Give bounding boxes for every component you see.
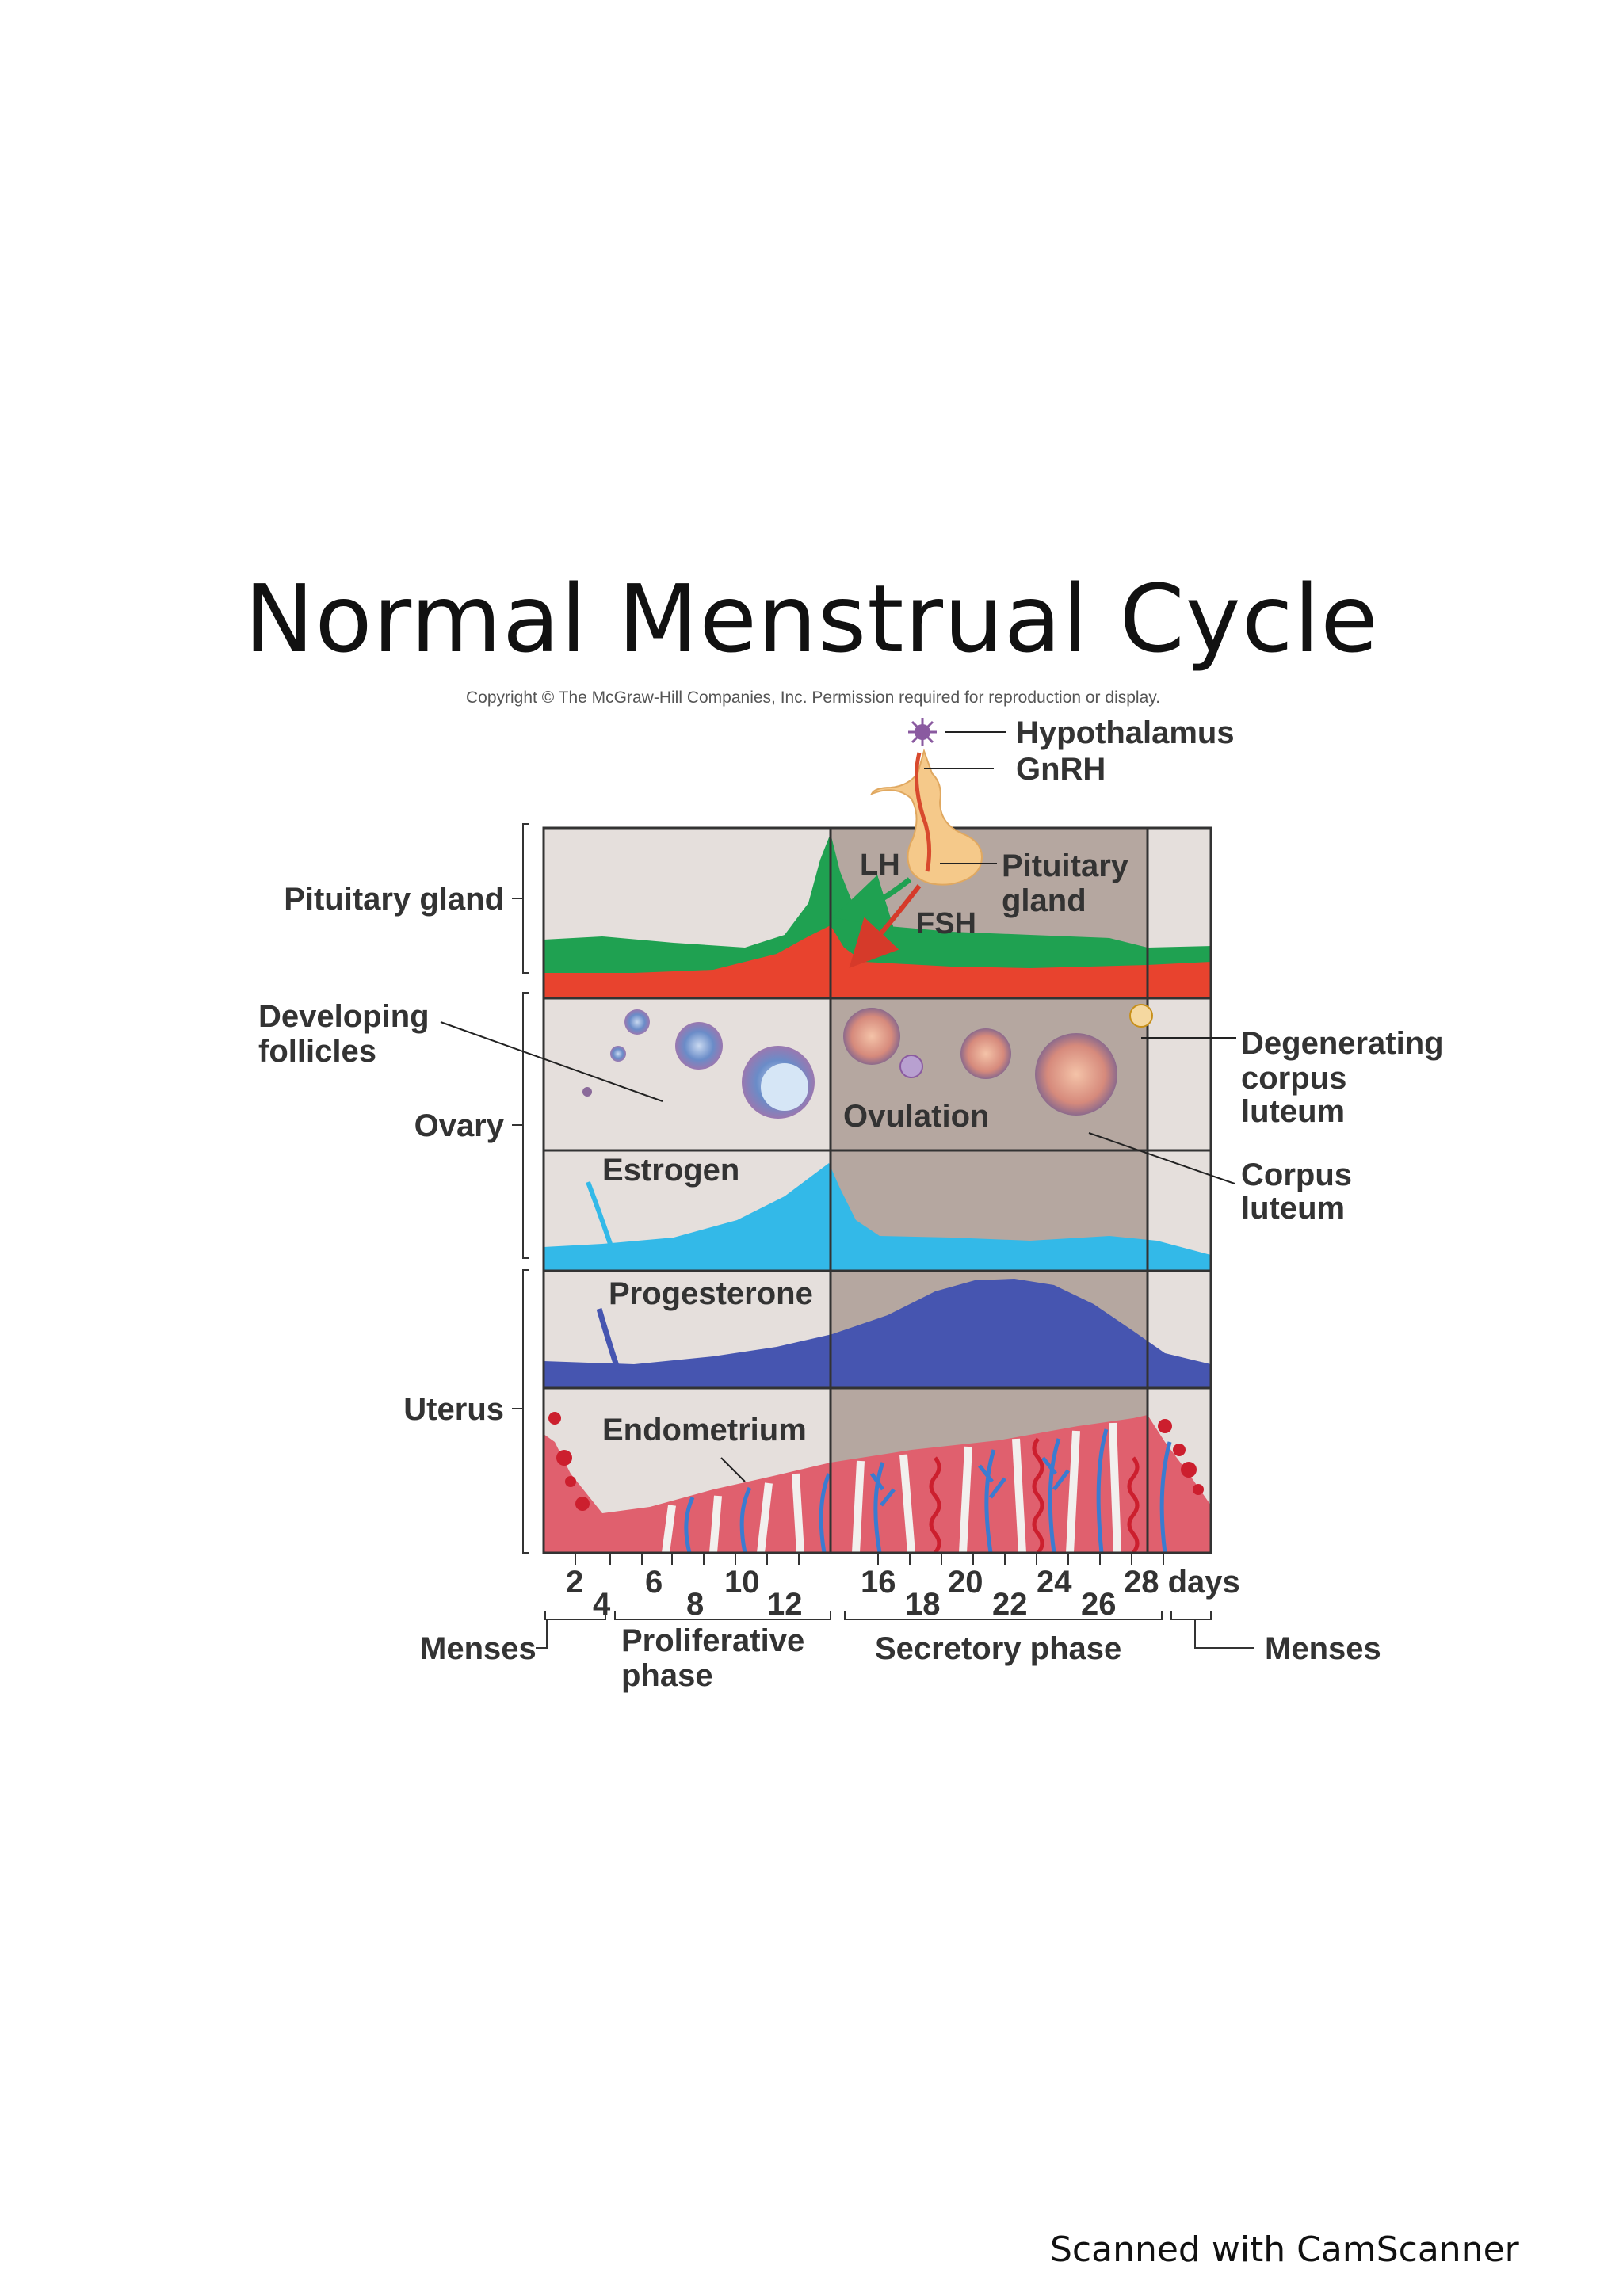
tick-label-24: 24 [1037,1565,1072,1600]
endometrium-layer [544,1412,1211,1553]
copyright-notice: Copyright © The McGraw-Hill Companies, I… [466,688,1161,707]
corpus-luteum-icon [843,1008,1117,1116]
lh-label: LH [860,849,900,882]
fsh-curve [544,925,1211,998]
estrogen-curve [544,1163,1211,1271]
estrogen-arrow [586,1180,613,1245]
hormone-arrows [832,875,922,968]
panel-borders [542,826,1212,1554]
degenerating-corpus-luteum-line2: corpus [1241,1061,1346,1096]
left-brackets [512,823,529,1554]
hypothalamus-label: Hypothalamus [1016,715,1235,750]
scanner-footer: Scanned with CamScanner [1050,2229,1519,2270]
pituitary-gland-row-label: Pituitary gland [284,882,504,917]
tick-label-12: 12 [767,1587,803,1622]
degenerating-corpus-luteum-line3: luteum [1241,1094,1345,1129]
phase-brackets [536,1611,1254,1649]
tick-label-16: 16 [861,1565,896,1600]
page-title: Normal Menstrual Cycle [244,564,1379,673]
day-axis-ticks [575,1553,1164,1565]
developing-follicles-icon [582,1009,815,1119]
degenerating-corpus-luteum-icon [1129,1004,1153,1028]
tick-label-28-days: 28 days [1124,1565,1240,1600]
ovulation-label: Ovulation [843,1099,989,1134]
tick-label-20: 20 [948,1565,983,1600]
hypothalamus-icon [908,718,937,746]
menses-start-label: Menses [420,1631,537,1666]
lh-curve [544,833,1211,998]
corpus-luteum-line2: luteum [1241,1191,1345,1226]
tick-label-18: 18 [905,1587,941,1622]
pituitary-gland-callout-line1: Pituitary [1002,849,1129,883]
secretory-phase-label: Secretory phase [875,1631,1121,1666]
tick-label-4: 4 [593,1587,611,1622]
fsh-label: FSH [916,907,976,940]
menses-end-label: Menses [1265,1631,1381,1666]
developing-follicles-label-line1: Developing [258,999,430,1034]
proliferative-phase-line1: Proliferative [621,1623,804,1658]
developing-follicles-label-line2: follicles [258,1034,376,1069]
tick-label-2: 2 [566,1565,583,1600]
tick-label-6: 6 [645,1565,663,1600]
ovary-label: Ovary [414,1108,505,1143]
estrogen-label: Estrogen [602,1153,739,1188]
leader-lines [440,731,1236,1482]
corpus-luteum-line1: Corpus [1241,1158,1352,1192]
progesterone-arrow [596,1308,621,1372]
tick-label-8: 8 [686,1587,704,1622]
endometrium-label: Endometrium [602,1413,807,1447]
uterus-label: Uterus [403,1392,504,1427]
pituitary-gland-callout-line2: gland [1002,883,1086,918]
gnrh-label: GnRH [1016,752,1106,787]
tick-label-10: 10 [724,1565,760,1600]
progesterone-curve [544,1279,1211,1388]
proliferative-phase-line2: phase [621,1658,713,1693]
progesterone-label: Progesterone [609,1276,813,1311]
tick-label-22: 22 [992,1587,1028,1622]
tick-label-26: 26 [1081,1587,1117,1622]
degenerating-corpus-luteum-line1: Degenerating [1241,1026,1444,1061]
